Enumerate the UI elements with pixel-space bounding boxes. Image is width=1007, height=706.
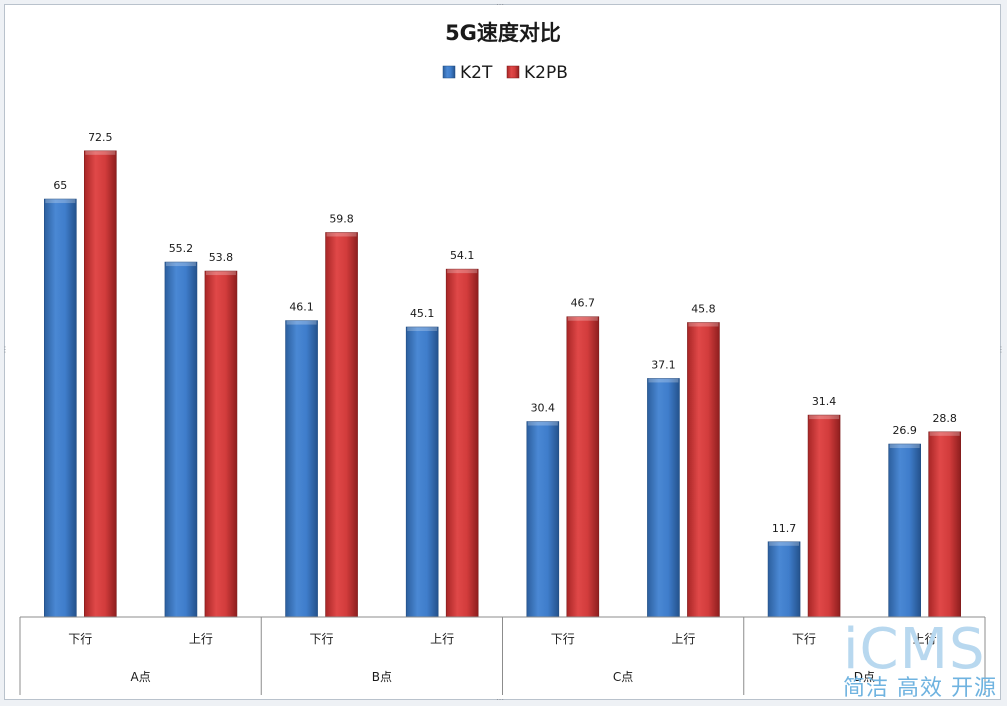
bar-highlight-k2t-7 bbox=[889, 444, 920, 449]
category-label-1: 上行 bbox=[189, 632, 213, 646]
bar-k2pb-2 bbox=[325, 232, 358, 618]
category-label-5: 上行 bbox=[671, 632, 695, 646]
bar-highlight-k2pb-1 bbox=[205, 271, 236, 276]
bar-highlight-k2pb-2 bbox=[326, 232, 357, 237]
data-label-k2pb-4: 46.7 bbox=[571, 297, 596, 310]
bar-k2pb-0 bbox=[84, 150, 117, 618]
data-label-k2t-6: 11.7 bbox=[772, 522, 797, 535]
group-label-2: C点 bbox=[613, 670, 633, 684]
data-label-k2t-0: 65 bbox=[53, 179, 67, 192]
bar-k2t-1 bbox=[164, 261, 198, 618]
bar-k2t-4 bbox=[526, 421, 560, 618]
legend-swatch-k2pb bbox=[506, 65, 520, 79]
bar-k2t-5 bbox=[647, 378, 680, 618]
legend: K2T K2PB bbox=[442, 63, 568, 83]
resize-handle-bottom[interactable]: ⋯ bbox=[496, 695, 504, 704]
bar-k2t-3 bbox=[405, 326, 439, 618]
legend-label-k2t: K2T bbox=[460, 63, 493, 83]
bar-highlight-k2pb-3 bbox=[447, 269, 478, 274]
data-label-k2t-3: 45.1 bbox=[410, 307, 435, 320]
bar-highlight-k2t-4 bbox=[527, 421, 558, 426]
bar-highlight-k2t-6 bbox=[769, 541, 800, 546]
data-label-k2pb-3: 54.1 bbox=[450, 249, 475, 262]
bar-highlight-k2pb-7 bbox=[929, 431, 960, 436]
category-label-4: 下行 bbox=[551, 632, 575, 646]
data-label-k2t-5: 37.1 bbox=[651, 358, 676, 371]
bar-highlight-k2pb-0 bbox=[85, 150, 116, 155]
bar-k2t-2 bbox=[285, 320, 318, 618]
data-label-k2pb-1: 53.8 bbox=[209, 251, 234, 264]
resize-handle-right[interactable]: ⋮ bbox=[997, 345, 1005, 354]
data-label-k2t-4: 30.4 bbox=[531, 402, 556, 415]
resize-handle-top[interactable]: ⋯ bbox=[496, 0, 504, 9]
bar-highlight-k2t-1 bbox=[165, 262, 196, 267]
group-label-0: A点 bbox=[131, 670, 151, 684]
bar-highlight-k2pb-5 bbox=[688, 322, 719, 327]
bar-k2t-0 bbox=[44, 198, 77, 618]
bar-k2pb-4 bbox=[566, 316, 600, 618]
bar-highlight-k2t-5 bbox=[648, 378, 679, 383]
data-label-k2pb-6: 31.4 bbox=[812, 395, 837, 408]
bar-highlight-k2pb-6 bbox=[809, 415, 840, 420]
legend-swatch-k2t bbox=[442, 65, 456, 79]
bar-k2pb-1 bbox=[204, 270, 238, 618]
bars-layer: 65 72.5 55.2 53.8 46.1 59.8 45.1 54.1 30.4 46.7 37… bbox=[44, 131, 961, 618]
bar-k2pb-3 bbox=[445, 268, 479, 618]
resize-handle-left[interactable]: ⋮ bbox=[1, 345, 9, 354]
category-label-7: 上行 bbox=[913, 632, 937, 646]
category-label-2: 下行 bbox=[310, 632, 334, 646]
chart-title: 5G速度对比 bbox=[445, 21, 561, 45]
group-label-3: D点 bbox=[854, 670, 875, 684]
bar-k2pb-7 bbox=[928, 431, 961, 618]
data-label-k2t-7: 26.9 bbox=[892, 424, 917, 437]
data-label-k2t-1: 55.2 bbox=[169, 242, 194, 255]
data-label-k2pb-5: 45.8 bbox=[691, 303, 716, 316]
category-label-0: 下行 bbox=[68, 632, 92, 646]
bar-highlight-k2t-0 bbox=[45, 199, 76, 204]
bar-k2pb-6 bbox=[807, 414, 841, 618]
chart-canvas: 5G速度对比 K2T K2PB 65 72.5 55.2 53.8 46.1 59.8 45.… bbox=[19, 21, 986, 695]
bar-k2t-6 bbox=[767, 541, 801, 618]
category-label-6: 下行 bbox=[792, 632, 816, 646]
legend-label-k2pb: K2PB bbox=[524, 63, 568, 83]
data-label-k2pb-0: 72.5 bbox=[88, 131, 113, 144]
category-label-3: 上行 bbox=[430, 632, 454, 646]
data-label-k2pb-7: 28.8 bbox=[932, 412, 957, 425]
group-label-1: B点 bbox=[372, 670, 392, 684]
bar-k2t-7 bbox=[888, 443, 921, 618]
data-label-k2t-2: 46.1 bbox=[289, 301, 314, 314]
bar-highlight-k2t-2 bbox=[286, 320, 317, 325]
category-axis: 下行 上行 下行 上行 下行 上行 下行 上行 A点 B点 C点 D点 bbox=[19, 616, 986, 695]
bar-highlight-k2pb-4 bbox=[567, 316, 598, 321]
bar-k2pb-5 bbox=[687, 322, 720, 618]
data-label-k2pb-2: 59.8 bbox=[329, 212, 354, 225]
bar-highlight-k2t-3 bbox=[407, 327, 438, 332]
